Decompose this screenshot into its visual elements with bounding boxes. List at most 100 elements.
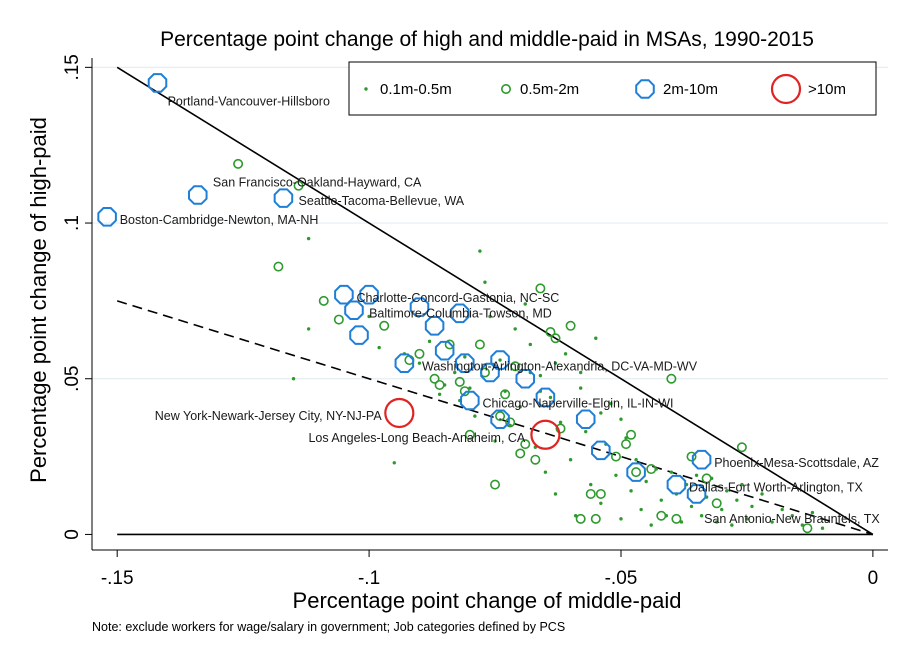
point-1-2 <box>273 261 284 272</box>
point-1-44 <box>590 513 601 524</box>
y-tick-label-0: 0 <box>62 529 83 540</box>
point-1-37 <box>671 513 682 524</box>
point-0-37 <box>614 473 618 477</box>
point-0-53 <box>694 473 699 477</box>
point-0-63 <box>745 517 749 521</box>
point-0-58 <box>720 507 724 512</box>
point-1-38 <box>686 451 697 462</box>
legend-marker-1 <box>500 84 511 95</box>
chart-note: Note: exclude workers for wage/salary in… <box>92 620 565 634</box>
point-1-26 <box>565 320 576 331</box>
msa-label-12: San Antonio-New Braunfels, TX <box>704 512 880 526</box>
point-0-28 <box>568 457 573 462</box>
msa-label-6: Washington-Arlington-Alexandria, DC-VA-M… <box>422 359 698 373</box>
point-1-10 <box>444 339 455 350</box>
series-1 <box>233 158 813 534</box>
point-2-13 <box>455 353 475 373</box>
point-2-15 <box>490 350 510 370</box>
point-0-80 <box>553 361 558 365</box>
msa-label-10: Phoenix-Mesa-Scottsdale, AZ <box>714 456 879 470</box>
point-1-1 <box>293 180 304 191</box>
point-0-25 <box>553 492 558 496</box>
point-1-0 <box>233 158 244 169</box>
point-2-2 <box>97 207 117 227</box>
legend: 0.1m-0.5m 0.5m-2m 2m-10m >10m <box>348 61 877 116</box>
point-0-26 <box>558 420 563 425</box>
point-0-72 <box>367 314 371 319</box>
point-0-23 <box>543 470 548 474</box>
point-0-3 <box>392 461 396 465</box>
point-1-18 <box>505 417 516 428</box>
chart-title: Percentage point change of high and midd… <box>160 28 814 51</box>
point-0-61 <box>735 498 739 502</box>
point-0-0 <box>306 236 311 241</box>
msa-label-7: Chicago-Naperville-Elgin, IL-IN-WI <box>482 397 673 411</box>
x-tick-label-1: -.1 <box>358 568 380 589</box>
point-1-20 <box>520 439 531 450</box>
point-0-20 <box>528 342 533 347</box>
point-0-27 <box>563 352 568 356</box>
point-2-1 <box>188 185 208 205</box>
point-2-20 <box>575 409 596 429</box>
point-0-41 <box>634 457 638 462</box>
msa-label-0: Portland-Vancouver-Hillsboro <box>168 95 330 109</box>
point-0-10 <box>478 249 482 253</box>
point-2-22 <box>626 462 646 482</box>
point-1-5 <box>379 320 390 331</box>
point-1-19 <box>515 448 526 459</box>
point-0-48 <box>669 470 674 474</box>
point-2-5 <box>359 284 379 305</box>
point-2-25 <box>686 484 707 504</box>
point-0-5 <box>427 339 432 344</box>
point-1-17 <box>500 389 511 400</box>
msa-label-3: Boston-Cambridge-Newton, MA-NH <box>120 213 319 227</box>
legend-label-1: 0.5m-2m <box>520 81 579 98</box>
point-2-3 <box>273 188 294 208</box>
legend-box <box>348 61 877 116</box>
point-0-30 <box>578 386 583 390</box>
point-0-38 <box>619 517 623 521</box>
point-0-9 <box>473 414 477 418</box>
msa-label-5: Baltimore-Columbia-Towson, MD <box>369 306 552 320</box>
msa-label-11: Dallas-Fort Worth-Arlington, TX <box>689 481 864 495</box>
point-0-19 <box>523 302 527 306</box>
point-2-14 <box>480 362 500 383</box>
point-0-42 <box>639 507 643 512</box>
point-0-36 <box>609 401 613 406</box>
point-1-45 <box>464 429 475 440</box>
point-3-1 <box>530 419 561 450</box>
point-0-46 <box>659 498 663 502</box>
point-1-34 <box>646 464 657 475</box>
point-1-7 <box>414 348 425 359</box>
legend-label-3: >10m <box>808 81 846 98</box>
point-1-36 <box>666 373 677 384</box>
reference-line-0 <box>116 66 874 536</box>
point-1-24 <box>550 333 561 344</box>
point-0-66 <box>770 520 774 524</box>
data-points <box>97 73 825 534</box>
point-0-62 <box>740 482 744 487</box>
point-0-70 <box>810 510 815 515</box>
point-2-6 <box>344 300 364 320</box>
point-2-4 <box>334 284 354 305</box>
point-1-28 <box>585 488 596 499</box>
point-2-23 <box>666 474 687 495</box>
legend-marker-3 <box>770 73 802 105</box>
point-1-13 <box>474 339 485 350</box>
point-2-17 <box>490 409 510 429</box>
msa-label-2: Seattle-Tacoma-Bellevue, WA <box>299 194 465 208</box>
msa-label-1: San Francisco-Oakland-Hayward, CA <box>213 176 422 190</box>
msa-label-8: New York-Newark-Jersey City, NY-NJ-PA <box>155 409 383 423</box>
point-1-27 <box>575 513 586 524</box>
point-0-34 <box>599 501 603 505</box>
point-0-44 <box>649 523 653 527</box>
x-tick-label-2: -.05 <box>605 568 638 589</box>
point-1-40 <box>711 498 722 509</box>
point-0-13 <box>493 439 497 443</box>
point-0-68 <box>790 514 794 518</box>
point-2-16 <box>460 390 480 411</box>
y-tick-label-2: .1 <box>62 215 83 231</box>
point-1-43 <box>510 361 521 372</box>
series-2 <box>97 73 712 504</box>
